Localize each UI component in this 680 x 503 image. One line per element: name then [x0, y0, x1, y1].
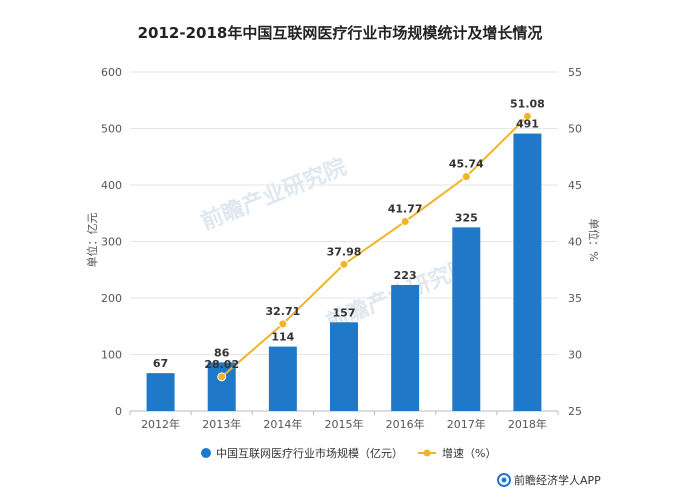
y-left-tick-label: 400 — [101, 179, 122, 192]
bar-value-label: 157 — [333, 306, 356, 319]
y-right-tick-label: 45 — [568, 179, 582, 192]
x-tick-label: 2012年 — [141, 417, 180, 431]
watermark-text: 前瞻产业研究院 — [198, 154, 351, 236]
y-right-tick-label: 50 — [568, 123, 582, 136]
bar — [207, 362, 236, 411]
y-left-tick-label: 0 — [115, 405, 122, 418]
bar — [330, 322, 358, 411]
data-labels: 67 86 114 157 223 325 491 28.02 32.71 37.98 41.77 4… — [153, 97, 545, 371]
bar-value-label: 86 — [214, 346, 230, 359]
growth-point — [461, 172, 471, 182]
legend-marker-bar — [201, 448, 211, 458]
growth-value-label: 32.71 — [265, 305, 300, 318]
y-left-tick-label: 500 — [101, 123, 122, 136]
growth-value-label: 28.02 — [204, 358, 239, 371]
bar — [452, 227, 481, 411]
y-left-tick-label: 300 — [101, 236, 122, 249]
growth-point — [400, 216, 410, 226]
bar-series — [146, 133, 542, 411]
x-tick-label: 2018年 — [508, 417, 547, 431]
y-right-tick-label: 25 — [568, 405, 582, 418]
x-tick-label: 2017年 — [447, 417, 486, 431]
y-left-tick-label: 200 — [101, 292, 122, 305]
legend-label-bar: 中国互联网医疗行业市场规模（亿元） — [216, 446, 403, 460]
y-right-tick-label: 55 — [568, 66, 582, 79]
x-tick-label: 2013年 — [202, 417, 241, 431]
y-left-tick-label: 600 — [101, 66, 122, 79]
y-right-axis-title: 单位：% — [587, 218, 601, 261]
source-text: 前瞻经济学人APP — [514, 473, 601, 487]
bar — [268, 346, 297, 411]
y-right-tick-label: 40 — [568, 236, 582, 249]
growth-value-label: 45.74 — [449, 158, 484, 171]
source-logo-icon-inner — [501, 477, 507, 483]
bar — [391, 285, 420, 411]
line-series — [217, 111, 532, 382]
legend-marker-line-dot — [423, 449, 431, 457]
source-attribution: 前瞻经济学人APP — [497, 473, 601, 487]
x-tick-label: 2015年 — [325, 417, 364, 431]
growth-value-label: 37.98 — [327, 245, 362, 258]
legend: 中国互联网医疗行业市场规模（亿元） 增速（%） — [201, 446, 496, 460]
y-left-tick-label: 100 — [101, 349, 122, 362]
bar-value-label: 67 — [153, 357, 168, 370]
bar — [146, 373, 175, 411]
y-left-axis-title: 单位：亿元 — [85, 213, 99, 268]
bar — [513, 133, 542, 411]
x-tick-label: 2014年 — [263, 417, 302, 431]
source-logo-icon — [497, 473, 511, 487]
growth-point — [339, 259, 349, 269]
growth-value-label: 41.77 — [388, 202, 423, 215]
bar-value-label: 325 — [455, 211, 478, 224]
growth-point — [217, 372, 227, 382]
x-tick-label: 2016年 — [386, 417, 425, 431]
y-right-tick-label: 35 — [568, 292, 582, 305]
bar-value-label: 223 — [394, 269, 417, 282]
growth-point — [522, 111, 532, 121]
y-right-tick-label: 30 — [568, 349, 582, 362]
growth-value-label: 51.08 — [510, 97, 545, 110]
growth-point — [278, 319, 288, 329]
bar-value-label: 491 — [516, 118, 539, 131]
growth-line — [221, 115, 529, 378]
legend-label-line: 增速（%） — [442, 446, 496, 460]
axes: 0 100 200 300 400 500 600 25 30 35 40 45 50 55 2012年 20… — [101, 66, 582, 431]
bar-value-label: 114 — [271, 331, 294, 344]
chart-title: 2012-2018年中国互联网医疗行业市场规模统计及增长情况 — [138, 24, 543, 42]
